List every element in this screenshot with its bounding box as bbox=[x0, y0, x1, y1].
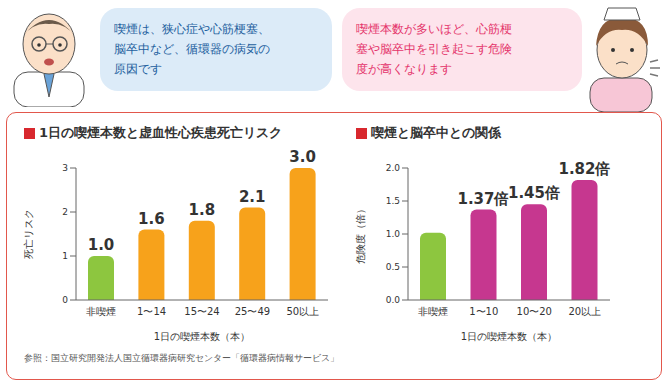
svg-text:1日の喫煙本数（本）: 1日の喫煙本数（本） bbox=[154, 331, 250, 342]
html-text:塞や脳卒中を引き起こす危険: 塞や脳卒中を引き起こす危険 bbox=[356, 41, 512, 56]
svg-text:0: 0 bbox=[62, 295, 68, 305]
html-text:度が高くなります: 度が高くなります bbox=[356, 61, 452, 76]
svg-text:2.0: 2.0 bbox=[386, 163, 401, 173]
svg-text:20以上: 20以上 bbox=[568, 306, 601, 317]
svg-text:非喫煙: 非喫煙 bbox=[86, 306, 116, 317]
html-text:参照：国立研究開発法人国立循環器病研究センター「循環器病情報: 参照：国立研究開発法人国立循環器病研究センター「循環器病情報サービス」 bbox=[24, 353, 339, 363]
html-text:喫煙と脳卒中との関係: 喫煙と脳卒中との関係 bbox=[371, 125, 501, 140]
svg-text:1.0: 1.0 bbox=[88, 236, 115, 254]
html-text:原因です: 原因です bbox=[114, 61, 162, 76]
svg-text:1.5: 1.5 bbox=[386, 196, 400, 206]
svg-text:1.8: 1.8 bbox=[189, 201, 216, 219]
html-text:脳卒中など、循環器の病気の: 脳卒中など、循環器の病気の bbox=[114, 41, 270, 56]
svg-text:危険度（倍）: 危険度（倍） bbox=[355, 204, 366, 264]
svg-text:1.45倍: 1.45倍 bbox=[508, 184, 560, 202]
svg-text:1日の喫煙本数（本）: 1日の喫煙本数（本） bbox=[461, 331, 557, 342]
svg-text:2.1: 2.1 bbox=[239, 188, 266, 206]
svg-text:0.0: 0.0 bbox=[386, 295, 401, 305]
svg-text:50以上: 50以上 bbox=[286, 306, 319, 317]
svg-text:1.0: 1.0 bbox=[386, 229, 401, 239]
svg-text:1: 1 bbox=[62, 251, 68, 261]
html-text:1日の喫煙本数と虚血性心疾患死亡リスク: 1日の喫煙本数と虚血性心疾患死亡リスク bbox=[39, 125, 282, 140]
svg-text:3: 3 bbox=[62, 163, 68, 173]
svg-text:3.0: 3.0 bbox=[289, 148, 316, 166]
svg-text:1〜14: 1〜14 bbox=[137, 306, 166, 317]
svg-text:25〜49: 25〜49 bbox=[235, 306, 270, 317]
html-text:喫煙は、狭心症や心筋梗塞、: 喫煙は、狭心症や心筋梗塞、 bbox=[114, 22, 270, 36]
svg-text:15〜24: 15〜24 bbox=[184, 306, 219, 317]
svg-text:0.5: 0.5 bbox=[386, 262, 400, 272]
svg-text:非喫煙: 非喫煙 bbox=[418, 306, 448, 317]
svg-text:10〜20: 10〜20 bbox=[517, 306, 552, 317]
html-text:喫煙本数が多いほど、心筋梗: 喫煙本数が多いほど、心筋梗 bbox=[356, 22, 512, 36]
svg-text:1〜10: 1〜10 bbox=[469, 306, 498, 317]
svg-text:1.37倍: 1.37倍 bbox=[457, 190, 509, 208]
svg-text:2: 2 bbox=[62, 207, 68, 217]
svg-text:1.6: 1.6 bbox=[138, 210, 165, 228]
svg-text:死亡リスク: 死亡リスク bbox=[23, 209, 34, 259]
svg-text:1.82倍: 1.82倍 bbox=[558, 160, 610, 178]
